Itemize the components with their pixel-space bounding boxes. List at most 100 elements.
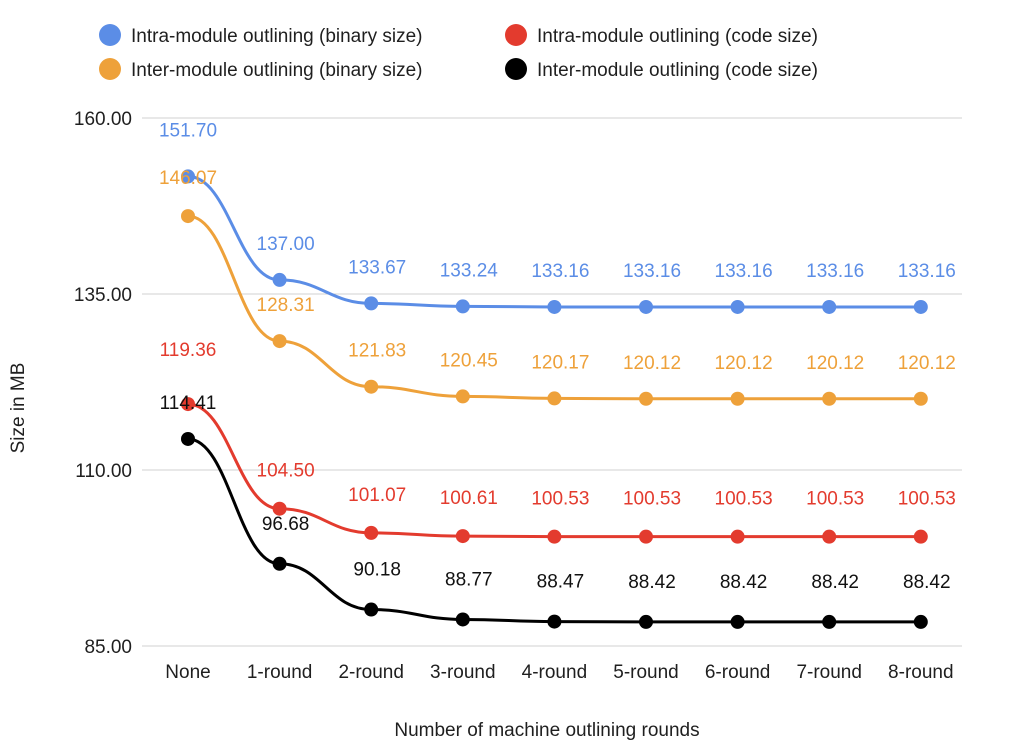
data-label: 100.53 xyxy=(531,489,589,510)
data-label: 120.12 xyxy=(806,353,864,374)
data-point xyxy=(272,272,287,287)
data-label: 133.67 xyxy=(348,257,406,278)
data-labels: 151.70 137.00 133.67 133.24 133.16 133.16 133.… xyxy=(159,120,956,592)
data-point xyxy=(639,391,653,406)
y-axis-ticks: 85.00 110.00 135.00 160.00 xyxy=(74,109,132,658)
data-label: 96.68 xyxy=(262,514,310,535)
data-label: 104.50 xyxy=(257,461,315,482)
series-points xyxy=(181,169,928,629)
data-label: 88.42 xyxy=(811,572,859,593)
data-point xyxy=(364,602,379,617)
data-point xyxy=(455,389,470,404)
data-label: 100.61 xyxy=(440,488,498,509)
data-point xyxy=(730,529,745,544)
legend-label: Inter-module outlining (binary size) xyxy=(131,60,422,81)
data-point xyxy=(181,431,195,446)
y-tick-label: 85.00 xyxy=(84,637,132,658)
data-label: 120.12 xyxy=(898,353,956,374)
data-label: 114.41 xyxy=(160,393,217,414)
data-point xyxy=(913,529,928,544)
data-point xyxy=(730,391,745,406)
data-label: 121.83 xyxy=(348,341,406,362)
data-label: 88.77 xyxy=(445,569,493,590)
y-axis-title: Size in MB xyxy=(8,363,29,454)
legend-label: Intra-module outlining (code size) xyxy=(537,26,818,47)
data-label: 151.70 xyxy=(159,120,217,141)
data-label: 100.53 xyxy=(898,489,956,510)
data-label: 120.17 xyxy=(531,352,589,373)
x-tick-label: 1-round xyxy=(247,662,313,683)
data-point xyxy=(272,556,287,571)
data-point xyxy=(913,299,928,314)
x-axis-ticks: None 1-round 2-round 3-round 4-round 5-round 6… xyxy=(165,662,953,683)
data-label: 128.31 xyxy=(257,295,315,316)
legend-marker xyxy=(505,58,527,80)
data-point xyxy=(181,209,195,224)
legend-label: Inter-module outlining (code size) xyxy=(537,60,818,81)
legend-label: Intra-module outlining (binary size) xyxy=(131,26,422,47)
data-label: 88.42 xyxy=(628,572,676,593)
data-label: 146.07 xyxy=(159,168,217,189)
data-label: 88.42 xyxy=(720,572,768,593)
legend-marker xyxy=(505,24,527,46)
data-point xyxy=(455,612,470,627)
data-point xyxy=(547,299,562,314)
data-point xyxy=(822,299,837,314)
data-point xyxy=(364,525,379,540)
legend-marker xyxy=(99,24,121,46)
data-point xyxy=(547,529,562,544)
x-tick-label: 7-round xyxy=(796,662,862,683)
data-point xyxy=(639,614,653,629)
data-point xyxy=(822,391,837,406)
data-label: 101.07 xyxy=(348,485,406,506)
data-label: 133.16 xyxy=(898,261,956,282)
data-point xyxy=(364,379,379,394)
data-point xyxy=(181,169,195,184)
data-label: 88.47 xyxy=(537,572,585,593)
data-point xyxy=(913,391,928,406)
data-label: 119.36 xyxy=(160,340,217,361)
data-point xyxy=(455,529,470,544)
data-label: 100.53 xyxy=(623,489,681,510)
y-tick-label: 160.00 xyxy=(74,109,132,130)
data-point xyxy=(822,529,837,544)
x-tick-label: 6-round xyxy=(705,662,771,683)
data-point xyxy=(364,296,379,311)
data-point xyxy=(730,614,745,629)
gridlines xyxy=(142,117,962,647)
data-point xyxy=(730,299,745,314)
x-tick-label: None xyxy=(165,662,210,683)
x-tick-label: 3-round xyxy=(430,662,496,683)
x-tick-label: 5-round xyxy=(613,662,679,683)
data-label: 120.12 xyxy=(715,353,773,374)
data-point xyxy=(639,529,653,544)
data-label: 120.12 xyxy=(623,353,681,374)
x-tick-label: 2-round xyxy=(338,662,404,683)
data-label: 137.00 xyxy=(257,234,315,255)
data-point xyxy=(181,397,195,412)
data-point xyxy=(913,614,928,629)
data-point xyxy=(547,614,562,629)
data-label: 120.45 xyxy=(440,350,498,371)
x-tick-label: 8-round xyxy=(888,662,954,683)
data-label: 100.53 xyxy=(715,489,773,510)
data-label: 133.24 xyxy=(440,260,499,281)
data-label: 133.16 xyxy=(715,261,773,282)
data-label: 90.18 xyxy=(353,560,401,581)
legend-marker xyxy=(99,58,121,80)
legend: Intra-module outlining (binary size) Inte… xyxy=(99,24,818,81)
data-point xyxy=(455,299,470,314)
data-point xyxy=(272,334,287,349)
x-tick-label: 4-round xyxy=(522,662,588,683)
data-label: 133.16 xyxy=(623,261,681,282)
data-point xyxy=(547,391,562,406)
data-label: 133.16 xyxy=(531,261,589,282)
data-label: 100.53 xyxy=(806,489,864,510)
x-axis-title: Number of machine outlining rounds xyxy=(394,720,699,741)
data-point xyxy=(272,501,287,516)
data-label: 133.16 xyxy=(806,261,864,282)
data-point xyxy=(822,614,837,629)
data-label: 88.42 xyxy=(903,572,951,593)
